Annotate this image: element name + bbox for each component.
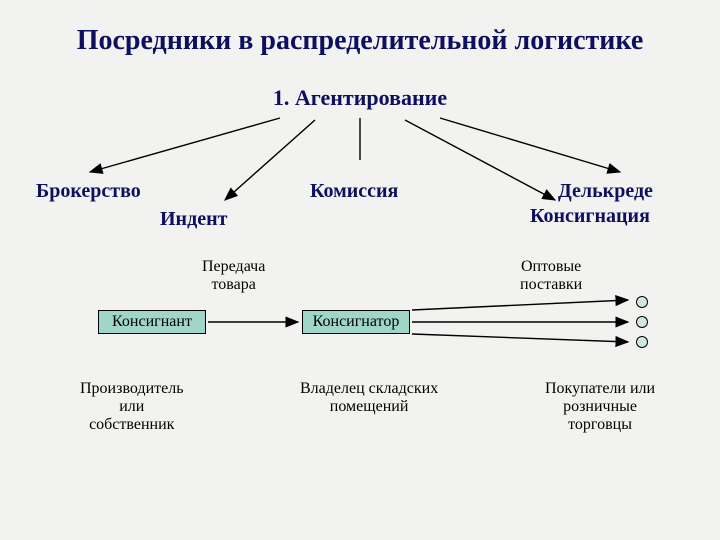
label-indent: Индент (160, 208, 227, 231)
label-brokerstvo: Брокерство (36, 180, 141, 203)
buyer-dot (636, 336, 648, 348)
buyer-dot (636, 296, 648, 308)
label-delkrede: Делькреде (558, 180, 653, 203)
buyer-dot (636, 316, 648, 328)
subtitle: 1. Агентирование (0, 85, 720, 111)
text-proizvoditel: Производитель или собственник (80, 380, 184, 434)
connector-layer (0, 0, 720, 540)
text-pokupateli: Покупатели или розничные торговцы (545, 380, 655, 434)
text-optovye: Оптовые поставки (520, 258, 582, 294)
page-title: Посредники в распределительной логистике (0, 25, 720, 57)
box-konsignator: Консигнатор (302, 310, 410, 334)
label-konsignatsiya: Консигнация (530, 205, 650, 228)
diagram-stage: Посредники в распределительной логистике… (0, 0, 720, 540)
label-komissiya: Комиссия (310, 180, 398, 203)
box-konsignant: Консигнант (98, 310, 206, 334)
text-vladelec: Владелец складских помещений (300, 380, 438, 416)
text-peredacha: Передача товара (202, 258, 265, 294)
